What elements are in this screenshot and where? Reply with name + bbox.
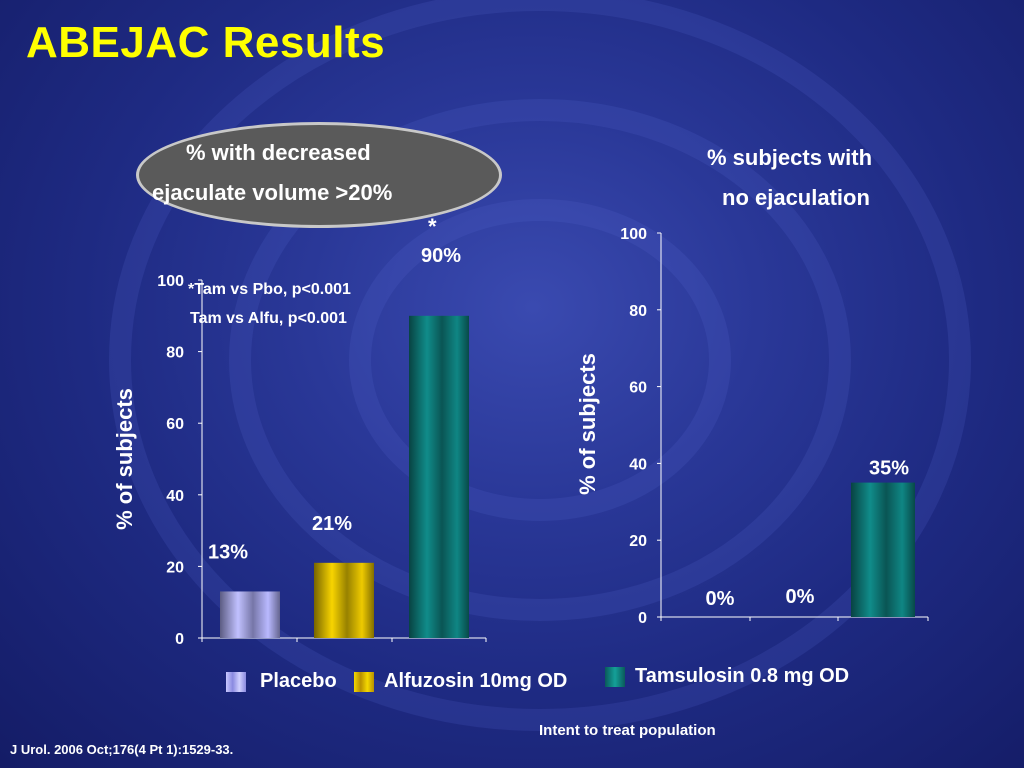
right-data-label-2: 35% [869, 458, 909, 480]
right-data-label-1: 0% [786, 586, 815, 608]
right-chart-title-line2: no ejaculation [722, 185, 870, 210]
slide-title: ABEJAC Results [26, 18, 386, 67]
significance-star: * [428, 214, 437, 239]
legend-item-placebo: Placebo [226, 670, 337, 693]
left-y-tick-label: 0 [175, 631, 184, 648]
stat-note-line1: *Tam vs Pbo, p<0.001 [188, 281, 351, 298]
left-chart-title-line1: % with decreased [186, 140, 371, 165]
right-y-tick-label: 20 [629, 533, 647, 550]
left-y-tick-label: 80 [166, 345, 184, 362]
left-bar-2 [409, 315, 469, 638]
right-bar-2 [851, 482, 915, 617]
left-chart-title-line2: ejaculate volume >20% [152, 180, 393, 205]
left-data-label-0: 13% [208, 541, 248, 563]
legend-item-alfuzosin: Alfuzosin 10mg OD [354, 670, 567, 693]
left-y-tick-label: 60 [166, 416, 184, 433]
legend-item-tamsulosin: Tamsulosin 0.8 mg OD [605, 665, 849, 688]
right-y-tick-label: 40 [629, 456, 647, 473]
legend-swatch-placebo [226, 671, 246, 692]
legend-label-placebo: Placebo [260, 670, 337, 692]
right-chart-title-line1: % subjects with [707, 145, 873, 170]
right-y-tick-label: 100 [620, 226, 647, 243]
left-y-tick-label: 20 [166, 559, 184, 576]
left-y-tick-label: 100 [157, 273, 184, 290]
right-y-tick-label: 60 [629, 380, 647, 397]
chart-title-oval [136, 122, 502, 228]
legend-label-alfuzosin: Alfuzosin 10mg OD [384, 670, 568, 692]
right-y-tick-label: 0 [638, 610, 647, 627]
population-note: Intent to treat population [539, 722, 716, 739]
right-data-label-0: 0% [706, 588, 735, 610]
legend-label-tamsulosin: Tamsulosin 0.8 mg OD [635, 665, 850, 687]
legend-swatch-alfuzosin [354, 671, 374, 692]
right-y-tick-label: 80 [629, 303, 647, 320]
left-bar-0 [220, 591, 280, 638]
stat-note-line2: Tam vs Alfu, p<0.001 [190, 310, 347, 327]
left-data-label-1: 21% [312, 513, 352, 535]
left-y-tick-label: 40 [166, 488, 184, 505]
left-data-label-2: 90% [421, 245, 461, 267]
legend-swatch-tamsulosin [605, 666, 625, 687]
footer-citation: J Urol. 2006 Oct;176(4 Pt 1):1529-33. [10, 742, 234, 757]
left-bar-1 [314, 562, 374, 638]
